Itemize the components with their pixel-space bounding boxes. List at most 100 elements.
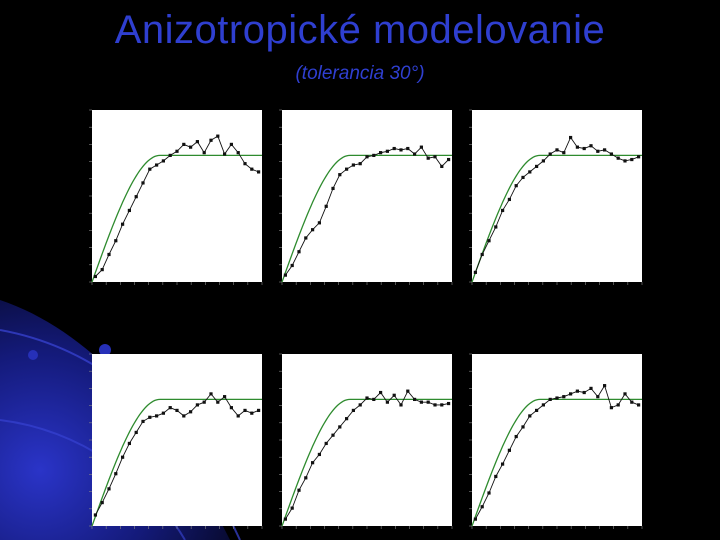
data-point xyxy=(603,384,607,388)
data-point xyxy=(236,151,240,155)
data-point xyxy=(202,400,206,404)
data-point xyxy=(637,403,641,407)
data-point xyxy=(473,270,477,274)
data-point xyxy=(392,146,396,151)
data-point xyxy=(209,392,213,396)
data-point xyxy=(114,239,118,243)
data-point xyxy=(161,411,165,415)
variogram-plot xyxy=(469,353,643,529)
data-point xyxy=(257,408,261,413)
data-point xyxy=(236,414,240,418)
data-point xyxy=(331,186,335,191)
data-point xyxy=(100,268,104,272)
data-point xyxy=(209,138,213,142)
data-point xyxy=(283,273,287,277)
data-point xyxy=(182,142,186,146)
angle-label: 120° xyxy=(367,440,409,462)
data-point xyxy=(141,419,145,424)
data-point xyxy=(243,162,247,166)
data-point xyxy=(637,155,641,159)
data-point xyxy=(155,414,159,418)
data-point xyxy=(413,152,417,156)
data-point xyxy=(107,252,111,257)
data-point xyxy=(121,455,125,459)
angle-label: 30° xyxy=(367,190,398,212)
data-point xyxy=(317,221,321,225)
data-point xyxy=(324,441,328,446)
data-point xyxy=(229,406,233,410)
data-point xyxy=(589,386,593,390)
data-point xyxy=(358,162,362,166)
data-point xyxy=(548,397,552,402)
data-point xyxy=(426,156,430,160)
data-point xyxy=(114,472,118,476)
data-point xyxy=(555,148,559,152)
data-point xyxy=(514,434,518,439)
data-point xyxy=(501,462,505,466)
slide-subtitle: (tolerancia 30°) xyxy=(295,63,425,84)
data-point xyxy=(107,487,111,491)
data-point xyxy=(148,167,152,171)
data-point xyxy=(440,403,444,407)
plot-area xyxy=(472,110,642,282)
data-point xyxy=(596,149,600,153)
data-point xyxy=(195,140,199,144)
variogram-panel-60: 60° xyxy=(462,96,646,286)
data-point xyxy=(257,170,261,174)
data-point xyxy=(365,155,369,159)
plot-area xyxy=(472,354,642,526)
plot-area xyxy=(282,110,452,282)
data-point xyxy=(93,513,97,517)
data-point xyxy=(596,395,600,399)
data-point xyxy=(385,400,389,404)
data-point xyxy=(480,505,484,509)
data-point xyxy=(93,274,97,279)
variogram-panel-120: 120° xyxy=(272,340,456,530)
data-point xyxy=(521,175,525,180)
data-point xyxy=(351,408,355,413)
data-point xyxy=(433,403,437,407)
data-point xyxy=(609,152,613,156)
data-point xyxy=(379,390,383,395)
data-point xyxy=(229,142,233,146)
data-point xyxy=(480,252,484,257)
slide-title: Anizotropické modelovanie xyxy=(114,8,606,52)
data-point xyxy=(582,390,586,395)
data-point xyxy=(447,401,451,406)
data-point xyxy=(521,425,525,429)
data-point xyxy=(189,410,193,414)
data-point xyxy=(440,164,444,169)
data-point xyxy=(582,146,586,151)
data-point xyxy=(223,152,227,156)
data-point xyxy=(487,239,491,243)
data-point xyxy=(345,417,349,421)
data-point xyxy=(535,408,539,413)
data-point xyxy=(616,156,620,160)
data-point xyxy=(175,149,179,153)
data-point xyxy=(528,170,532,174)
variogram-panel-30: 30° xyxy=(272,96,456,286)
data-point xyxy=(419,400,423,404)
data-point xyxy=(297,488,301,492)
data-point xyxy=(535,164,539,169)
data-point xyxy=(250,167,254,171)
data-point xyxy=(216,400,220,404)
data-point xyxy=(148,415,152,419)
data-point xyxy=(379,151,383,155)
data-point xyxy=(426,400,430,404)
data-point xyxy=(161,159,165,163)
data-point xyxy=(290,506,294,510)
data-point xyxy=(399,403,403,407)
data-point xyxy=(351,163,355,167)
data-point xyxy=(290,263,294,268)
data-point xyxy=(541,159,545,163)
data-point xyxy=(372,397,376,402)
data-point xyxy=(609,406,613,410)
data-point xyxy=(494,225,498,229)
data-point xyxy=(501,208,505,213)
data-point xyxy=(304,476,308,480)
data-point xyxy=(399,148,403,152)
variogram-plot xyxy=(279,353,453,529)
data-point xyxy=(331,433,335,437)
data-point xyxy=(250,411,254,415)
